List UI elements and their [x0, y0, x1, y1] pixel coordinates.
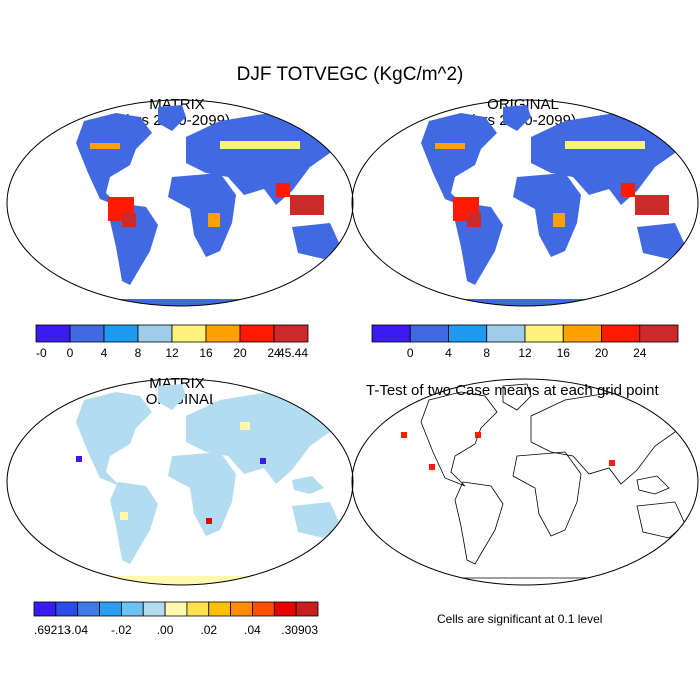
colorbar-swatch [164, 601, 188, 617]
map-cell [553, 213, 565, 227]
colorbar-tick-label: -0 [36, 346, 47, 360]
colorbar-swatch [120, 601, 144, 617]
difference-colorbar: .69213-.04 -.02 .00 .02 .04 .30903 [33, 601, 319, 637]
colorbar-swatch [35, 324, 71, 343]
map-cell [206, 518, 212, 524]
map-cell [290, 195, 324, 215]
colorbar-swatch [273, 324, 309, 343]
colorbar-swatch [409, 324, 449, 343]
original-map [351, 99, 699, 307]
colorbar-swatch [137, 324, 173, 343]
map-cell [120, 512, 128, 520]
map-cell [122, 213, 136, 227]
significant-cell [609, 460, 615, 466]
colorbar-swatch [33, 601, 57, 617]
colorbar-swatch [186, 601, 210, 617]
colorbar-tick-label: -.02 [111, 623, 132, 637]
colorbar-tick-label: 24 [267, 346, 281, 360]
colorbar-swatch [69, 324, 105, 343]
colorbar-tick-label: 8 [483, 346, 490, 360]
colorbar-tick-label: 12 [518, 346, 532, 360]
colorbar-swatch [239, 324, 275, 343]
colorbar-swatch [273, 601, 297, 617]
colorbar-swatch [77, 601, 100, 617]
map-cell [36, 576, 324, 585]
colorbar-swatch [371, 324, 411, 343]
original-colorbar: 0 4 8 12 16 20 24 [371, 324, 679, 360]
map-cell [467, 213, 481, 227]
significant-cell [475, 432, 481, 438]
colorbar-tick-label: 4 [445, 346, 452, 360]
map-cell [621, 183, 635, 197]
figure-title: DJF TOTVEGC (KgC/m^2) [236, 64, 464, 85]
colorbar-tick-label: .69213 [34, 623, 71, 637]
map-cell [565, 141, 645, 149]
colorbar-tick-label: 0 [67, 346, 74, 360]
map-cell [260, 458, 266, 464]
map-cell [435, 143, 465, 149]
colorbar-tick-label: 16 [557, 346, 571, 360]
colorbar-swatch [252, 601, 275, 617]
colorbar-swatch [486, 324, 526, 343]
colorbar-swatch [230, 601, 253, 617]
map-cell [220, 141, 300, 149]
map-cell [90, 143, 120, 149]
colorbar-tick-label: 4 [101, 346, 108, 360]
colorbar-swatch [55, 601, 79, 617]
colorbar-tick-label: 24 [633, 346, 647, 360]
colorbar-swatch [295, 601, 319, 617]
colorbar-tick-label: 8 [135, 346, 142, 360]
map-cell [276, 183, 290, 197]
map-cell [240, 422, 250, 430]
colorbar-swatch [601, 324, 641, 343]
colorbar-swatch [448, 324, 488, 343]
significance-note: Cells are significant at 0.1 level [437, 612, 603, 626]
colorbar-tick-label: 16 [199, 346, 213, 360]
map-cell [635, 195, 669, 215]
colorbar-swatch [524, 324, 564, 343]
colorbar-tick-label: .02 [200, 623, 217, 637]
matrix-map [6, 99, 354, 307]
colorbar-swatch [171, 324, 207, 343]
map-cell [208, 213, 220, 227]
colorbar-swatch [208, 601, 232, 617]
colorbar-tick-label: 20 [595, 346, 609, 360]
colorbar-swatch [142, 601, 166, 617]
map-cell [76, 456, 82, 462]
colorbar-tick-label: .00 [157, 623, 174, 637]
colorbar-tick-label: -.04 [67, 623, 88, 637]
difference-map [6, 378, 354, 586]
ttest-map [351, 378, 699, 586]
colorbar-swatch [639, 324, 679, 343]
colorbar-swatch [205, 324, 241, 343]
significant-cell [429, 464, 435, 470]
significant-cell [401, 432, 407, 438]
colorbar-tick-label: .04 [244, 623, 261, 637]
colorbar-tick-label: .30903 [281, 623, 318, 637]
colorbar-swatch [99, 601, 122, 617]
colorbar-tick-label: 45.44 [278, 346, 308, 360]
colorbar-tick-label: 12 [165, 346, 179, 360]
colorbar-swatch [562, 324, 602, 343]
ttest-panel-title: T-Test of two Case means at each grid po… [366, 382, 659, 399]
colorbar-tick-label: 0 [407, 346, 414, 360]
colorbar-tick-label: 20 [233, 346, 247, 360]
colorbar-swatch [103, 324, 139, 343]
